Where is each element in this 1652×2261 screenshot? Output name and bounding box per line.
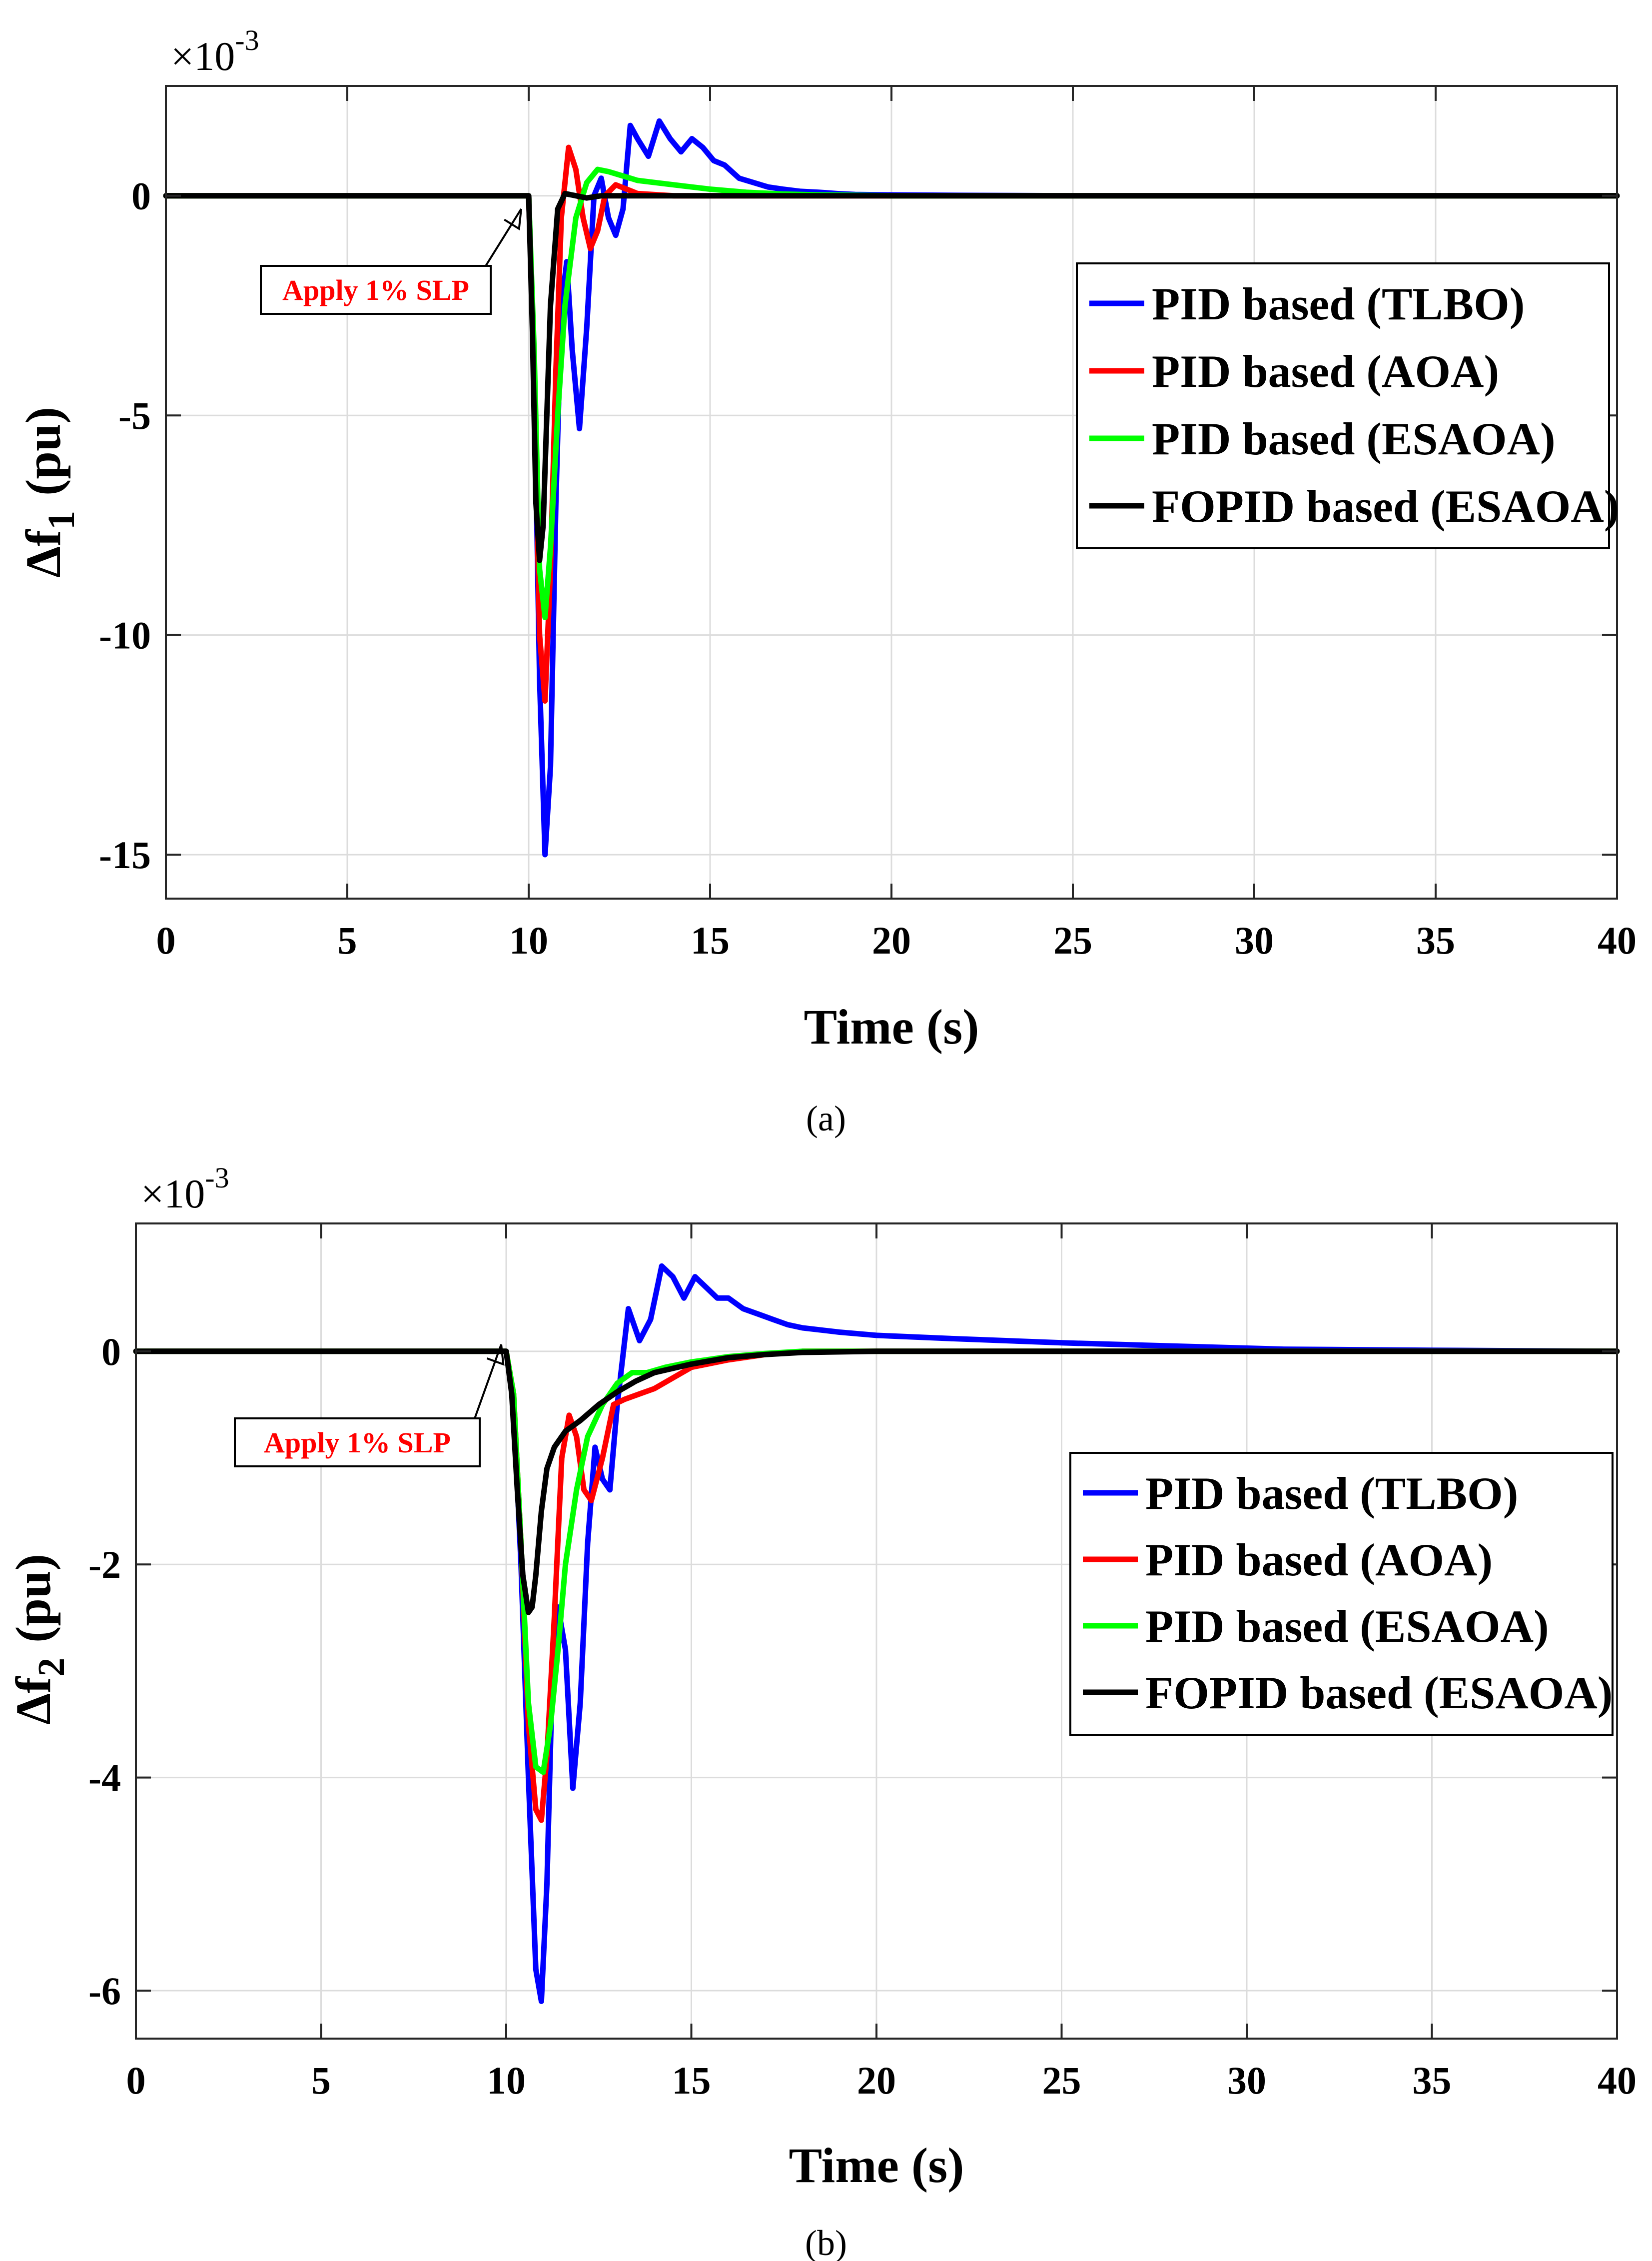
series-line-3 (163, 190, 1620, 563)
legend-entry-2: PID based (ESAOA) (1145, 1601, 1549, 1652)
y-axis-label-unit: (pu) (5, 1554, 61, 1643)
legend-entry-1: PID based (AOA) (1145, 1534, 1493, 1585)
y-axis-label-subscript: 1 (40, 511, 82, 530)
x-tick-label: 5 (311, 2059, 331, 2102)
annotation-arrow-shaft (474, 1344, 502, 1419)
x-tick-label: 0 (156, 919, 176, 962)
y-axis-label: Δf2 (pu) (5, 1554, 72, 1725)
y-axis-label: Δf1 (pu) (15, 407, 82, 578)
y-multiplier: ×10-3 (171, 24, 259, 79)
legend-entry-1: PID based (AOA) (1152, 346, 1499, 397)
y-tick-label: 0 (101, 1330, 121, 1373)
subfigure-label: (a) (806, 1099, 846, 1138)
legend-entry-3: FOPID based (ESAOA) (1152, 481, 1619, 532)
x-tick-label: 0 (126, 2059, 146, 2102)
x-tick-label: 5 (338, 919, 357, 962)
annotation-arrow-head (486, 1344, 505, 1366)
x-tick-label: 20 (872, 919, 911, 962)
y-tick-label: -5 (118, 394, 151, 437)
x-tick-label: 15 (691, 919, 730, 962)
y-multiplier-base: ×10 (141, 1171, 205, 1216)
y-tick-label: -4 (88, 1756, 121, 1800)
y-axis-label-main: Δf (15, 529, 71, 578)
x-tick-label: 35 (1416, 919, 1455, 962)
legend-entry-2: PID based (ESAOA) (1152, 413, 1556, 464)
legend-box (1076, 262, 1610, 549)
annotation-box (260, 265, 492, 315)
y-multiplier-exponent: -3 (235, 24, 259, 56)
y-axis-label-main: Δf (5, 1676, 61, 1725)
y-multiplier: ×10-3 (141, 1161, 229, 1216)
series-line-0 (133, 1263, 1620, 2004)
y-axis-label-unit: (pu) (15, 407, 71, 496)
y-multiplier-base: ×10 (171, 33, 235, 79)
y-tick-label: -10 (99, 614, 151, 657)
x-tick-label: 35 (1413, 2059, 1452, 2102)
legend-entry-0: PID based (TLBO) (1152, 278, 1525, 329)
y-tick-label: -15 (99, 833, 151, 877)
series-line-3 (133, 1348, 1620, 1615)
x-tick-label: 10 (487, 2059, 526, 2102)
x-tick-label: 30 (1235, 919, 1274, 962)
x-tick-label: 25 (1053, 919, 1092, 962)
annotation-text: Apply 1% SLP (282, 274, 469, 306)
y-tick-label: -2 (88, 1543, 121, 1586)
y-tick-label: 0 (131, 174, 151, 218)
x-tick-label: 40 (1598, 2059, 1637, 2102)
x-axis-label: Time (s) (789, 2138, 964, 2193)
annotation-arrow-head (504, 208, 522, 231)
x-tick-label: 10 (509, 919, 548, 962)
y-tick-label: -6 (88, 1969, 121, 2013)
legend-entry-3: FOPID based (ESAOA) (1145, 1667, 1613, 1718)
x-tick-label: 25 (1042, 2059, 1081, 2102)
subfigure-label: (b) (805, 2223, 847, 2261)
x-tick-label: 20 (857, 2059, 896, 2102)
y-axis-label-subscript: 2 (30, 1658, 72, 1677)
annotation-box (234, 1417, 481, 1467)
x-tick-label: 30 (1227, 2059, 1266, 2102)
annotation-text: Apply 1% SLP (264, 1426, 451, 1459)
x-tick-label: 15 (672, 2059, 711, 2102)
annotation-arrow-shaft (485, 208, 522, 267)
panel-b: 0 5 10 15 20 25 30 35 40 0 -2 -4 -6 ×10-3 Time (s) Δf2 (… (5, 1161, 1637, 2261)
y-multiplier-exponent: -3 (205, 1161, 229, 1194)
x-axis-label: Time (s) (804, 999, 979, 1055)
legend-entry-0: PID based (TLBO) (1145, 1468, 1518, 1519)
x-tick-label: 40 (1598, 919, 1637, 962)
series-line-1 (163, 144, 1620, 704)
panel-a: 0 5 10 15 20 25 30 35 40 0 -5 -10 -15 ×10-3 Time (s) Δf… (15, 24, 1637, 1138)
legend-box (1069, 1452, 1614, 1736)
